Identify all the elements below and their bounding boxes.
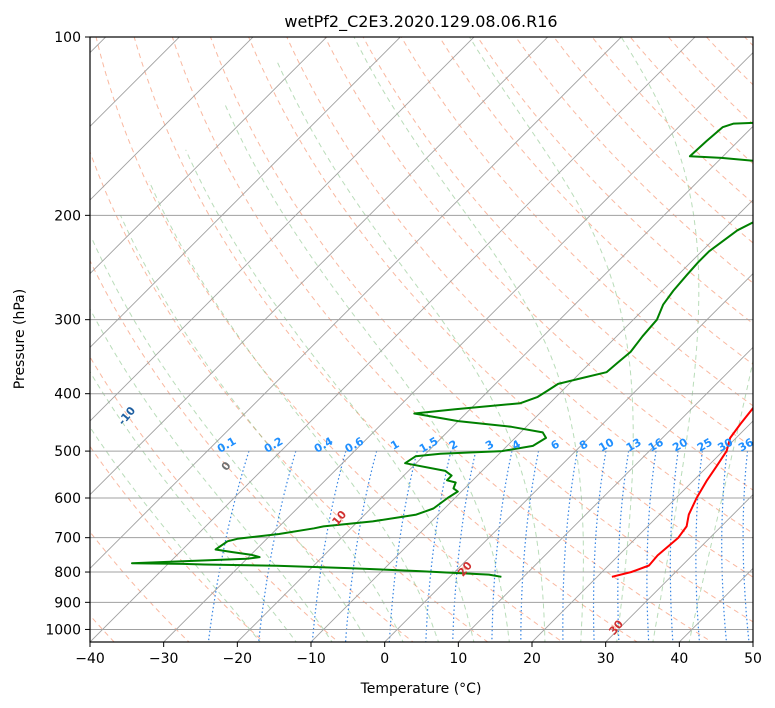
y-axis-label: Pressure (hPa) (12, 289, 28, 389)
x-tick-label: 30 (597, 651, 615, 667)
mixing-ratio-line (388, 450, 418, 642)
plot-frame (89, 36, 754, 643)
isotherm-line (90, 37, 475, 422)
dry-adiabat (476, 37, 753, 325)
isotherm-line (90, 37, 622, 569)
temperature-line (611, 406, 753, 578)
x-tick-label: 10 (449, 651, 467, 667)
dry-adiabat (553, 37, 753, 244)
dry-adiabat (400, 37, 753, 407)
mixing-ratio-line (344, 450, 378, 642)
chart-title: wetPf2_C2E3.2020.129.08.06.R16 (284, 12, 557, 32)
mixing-ratio-line (562, 450, 578, 642)
dewpoint-line (131, 121, 753, 578)
moist-adiabat (620, 37, 700, 642)
y-tick-label: 200 (54, 208, 81, 224)
y-tick-label: 700 (54, 531, 81, 547)
dry-adiabat (90, 150, 489, 642)
y-tick-label: 600 (54, 491, 81, 507)
isotherm-line (605, 494, 753, 642)
y-tick-label: 500 (54, 444, 81, 460)
mixing-ratio-line (695, 451, 703, 642)
isotherm-line (90, 37, 180, 127)
x-tick-label: 50 (744, 651, 762, 667)
dry-adiabat (90, 356, 340, 642)
moist-adiabat (90, 370, 297, 642)
y-tick-label: 400 (54, 387, 81, 403)
y-tick-label: 1000 (45, 622, 81, 638)
mixing-ratio-line (646, 451, 657, 642)
mixing-ratio-line (617, 451, 630, 642)
dry-adiabat (171, 37, 713, 642)
x-tick-label: −20 (223, 651, 253, 667)
y-tick-label: 100 (54, 30, 81, 46)
mixing-ratio-line (425, 450, 452, 642)
isotherm-line (457, 346, 753, 642)
isotherm-line (163, 52, 753, 642)
dry-adiabat (667, 37, 753, 125)
mixing-ratio-line (592, 451, 607, 642)
mixing-ratio-label: 36 (736, 435, 756, 454)
isotherm-line (384, 273, 753, 642)
moist-adiabat (276, 61, 546, 642)
isotherm-line (531, 420, 753, 642)
dry-adiabat (286, 37, 753, 534)
mixing-ratio-line (207, 450, 250, 642)
y-tick-label: 900 (54, 595, 81, 611)
moist-adiabat (148, 180, 440, 642)
moist-adiabat (92, 239, 369, 642)
mixing-ratio-line (311, 450, 347, 642)
x-tick-label: 0 (380, 651, 389, 667)
moist-adiabat (185, 149, 475, 642)
isotherm-line (90, 37, 401, 348)
isotherm-line (310, 199, 753, 642)
mixing-ratio-line (258, 450, 297, 642)
dry-adiabat (209, 37, 753, 623)
x-tick-label: 40 (670, 651, 688, 667)
lines-layer (131, 121, 753, 578)
isotherm-line (236, 125, 753, 642)
dry-adiabat (95, 37, 564, 642)
moist-adiabat (224, 104, 510, 642)
mixing-ratio-line (520, 450, 540, 642)
isotherm-line (90, 37, 254, 201)
isotherm-line (90, 37, 549, 496)
grid-layer (90, 37, 753, 642)
dry-adiabat (591, 37, 753, 204)
dry-adiabat (248, 37, 753, 578)
x-tick-label: 20 (523, 651, 541, 667)
x-tick-label: −40 (75, 651, 105, 667)
moist-adiabat (90, 308, 333, 642)
moist-adiabat (120, 215, 404, 642)
moist-adiabat (469, 37, 634, 642)
x-tick-label: −10 (296, 651, 326, 667)
mixing-ratio-line (669, 451, 679, 642)
dry-adiabat (438, 37, 753, 365)
dry-adiabat (324, 37, 753, 491)
x-tick-label: −30 (149, 651, 179, 667)
isotherm-line (90, 37, 328, 275)
y-tick-label: 800 (54, 565, 81, 581)
x-axis-label: Temperature (°C) (360, 681, 482, 697)
y-tick-label: 300 (54, 313, 81, 329)
moist-adiabat (353, 37, 584, 642)
mixing-ratio-line (721, 451, 728, 642)
isotherm-line (90, 37, 696, 642)
mixing-ratio-line (742, 451, 750, 642)
dry-adiabat (133, 37, 638, 642)
dry-adiabat (362, 37, 753, 449)
mixing-ratio-line (491, 450, 513, 642)
mixing-ratio-line (452, 450, 477, 642)
ticks-layer: −40 −30 −20 −10 0 10 20 30 40 50 100 200 300 400 500 60… (45, 30, 762, 667)
